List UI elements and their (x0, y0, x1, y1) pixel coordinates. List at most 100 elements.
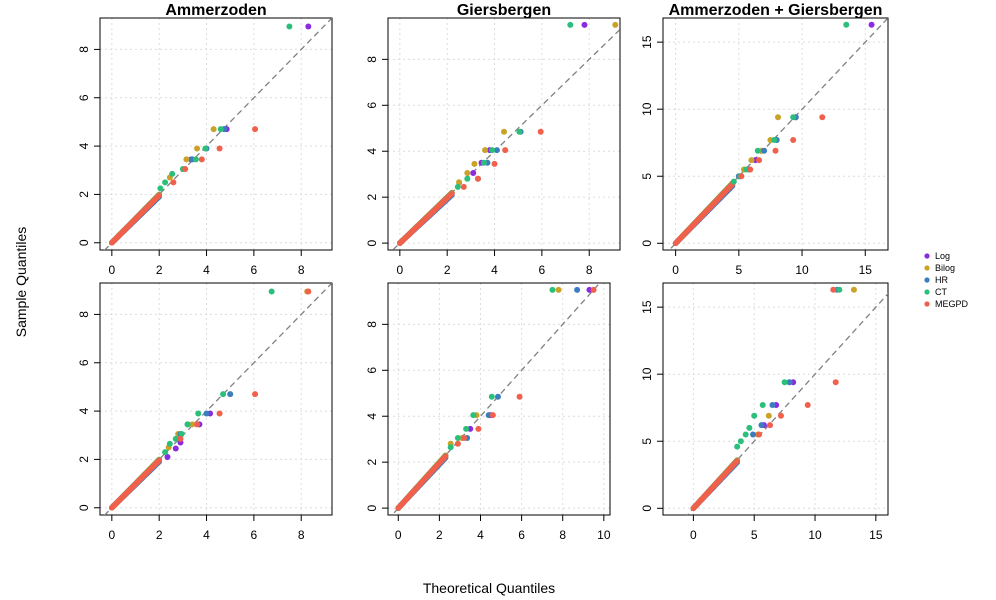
point-megpd (177, 435, 184, 442)
x-tick-label: 6 (251, 528, 258, 542)
point-log (172, 445, 179, 452)
point-ct (567, 21, 574, 28)
y-tick-label: 8 (365, 321, 379, 328)
point-ct (172, 435, 179, 442)
x-tick-label: 0 (108, 528, 115, 542)
point-megpd (182, 166, 189, 173)
point-ct (162, 449, 169, 456)
legend-label-hr: HR (935, 275, 948, 285)
point-bilog (612, 21, 619, 28)
legend-label-megpd: MEGPD (935, 299, 969, 309)
x-tick-label: 4 (203, 528, 210, 542)
point-megpd (252, 126, 259, 133)
point-log (581, 21, 588, 28)
point-megpd (819, 114, 826, 121)
y-tick-label: 6 (365, 367, 379, 374)
qq-panel-2: 0 2 4 6 8 0 2 4 6 8 Giersbergen (365, 2, 621, 277)
point-hr (203, 410, 210, 417)
legend-swatch-megpd (924, 301, 930, 307)
point-bilog (183, 156, 190, 163)
point-ct (202, 145, 209, 152)
point-ct (447, 444, 454, 451)
point-log (467, 425, 474, 432)
y-tick-label: 6 (77, 94, 91, 101)
x-tick-label: 0 (108, 263, 115, 277)
y-tick-label: 6 (77, 359, 91, 366)
point-bilog (775, 114, 782, 121)
x-tick-label: 10 (795, 263, 809, 277)
y-tick-label: 10 (640, 102, 654, 116)
point-megpd (804, 402, 811, 409)
y-tick-label: 10 (640, 367, 654, 381)
legend-label-ct: CT (935, 287, 947, 297)
y-tick-label: 0 (640, 505, 654, 512)
point-megpd (738, 173, 745, 180)
reference-line (103, 18, 332, 250)
point-megpd (198, 156, 205, 163)
point-ct (454, 183, 461, 190)
point-hr (750, 431, 756, 438)
y-tick-label: 2 (77, 191, 91, 198)
point-ct (286, 23, 293, 30)
x-tick-label: 0 (396, 263, 403, 277)
point-ct (771, 137, 778, 144)
point-bilog (765, 412, 772, 419)
point-megpd (590, 286, 597, 293)
qq-panel-5: 0 2 4 6 8 10 0 2 4 6 8 (365, 282, 611, 542)
point-ct (746, 424, 753, 431)
point-hr (493, 147, 500, 154)
point-ct (730, 178, 737, 185)
point-bilog (210, 126, 217, 133)
y-tick-label: 4 (77, 142, 91, 149)
point-hr (786, 379, 793, 386)
y-tick-label: 2 (77, 456, 91, 463)
legend-swatch-ct (924, 289, 930, 295)
point-megpd (252, 391, 259, 398)
point-bilog (482, 147, 489, 154)
point-hr (761, 147, 768, 154)
y-tick-label: 4 (365, 413, 379, 420)
x-tick-label: 10 (597, 528, 611, 542)
x-tick-label: 15 (869, 528, 883, 542)
point-ct (192, 156, 199, 163)
point-ct (178, 431, 185, 438)
point-megpd (194, 421, 201, 428)
point-ct (166, 440, 173, 447)
point-ct (480, 159, 487, 166)
point-bilog (189, 421, 196, 428)
point-ct (162, 179, 169, 186)
panel-frame (99, 17, 333, 251)
point-megpd (777, 412, 784, 419)
reference-line (686, 292, 888, 515)
point-ct (454, 435, 461, 442)
x-tick-label: 5 (751, 528, 758, 542)
qq-panel-3: 0 5 10 15 0 5 10 15 Ammerzoden + Giersbergen (640, 2, 889, 277)
x-tick-label: 8 (298, 528, 305, 542)
reference-line (103, 283, 332, 515)
point-bilog (194, 145, 201, 152)
y-tick-label: 4 (365, 148, 379, 155)
point-ct (464, 175, 471, 182)
point-megpd (830, 286, 837, 293)
x-tick-label: 6 (251, 263, 258, 277)
panel-title: Ammerzoden + Giersbergen (669, 2, 883, 19)
x-tick-label: 0 (395, 528, 402, 542)
point-ct (488, 393, 495, 400)
point-ct (836, 286, 843, 293)
point-log (164, 454, 171, 460)
point-megpd (460, 183, 467, 190)
legend-label-bilog: Bilog (935, 263, 955, 273)
panel-frame (99, 282, 333, 516)
point-ct (217, 126, 224, 133)
legend-swatch-bilog (924, 265, 930, 271)
y-tick-label: 0 (365, 504, 379, 511)
point-ct (268, 288, 275, 295)
point-hr (574, 286, 581, 293)
point-ct (195, 410, 202, 417)
x-tick-label: 5 (735, 263, 742, 277)
point-megpd (474, 175, 481, 182)
point-megpd (516, 393, 523, 400)
point-megpd (756, 431, 763, 438)
point-megpd (832, 379, 839, 386)
